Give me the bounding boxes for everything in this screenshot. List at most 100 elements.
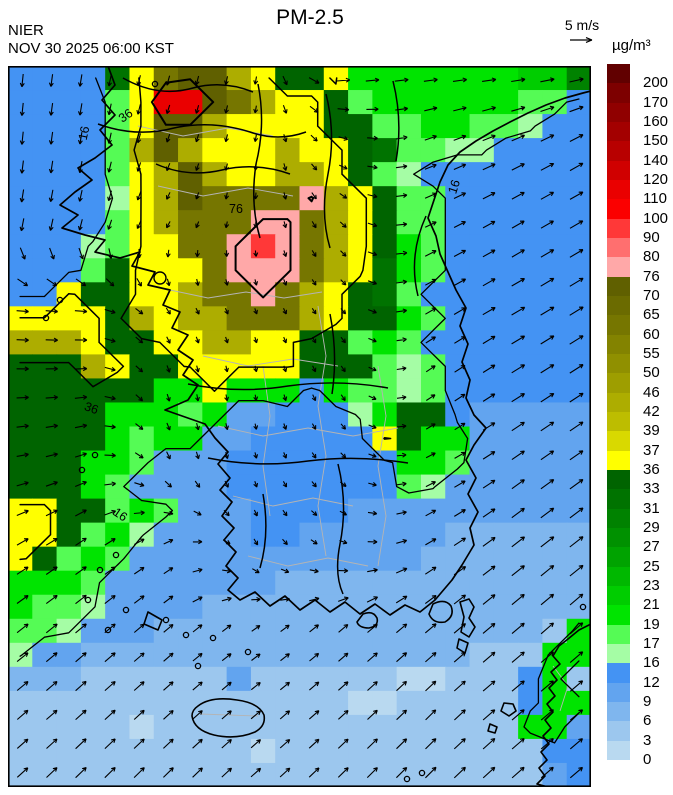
colorbar-block bbox=[607, 721, 630, 742]
pm-cell bbox=[153, 474, 179, 500]
colorbar-label: 25 bbox=[643, 557, 660, 575]
pm-cell bbox=[32, 450, 58, 476]
colorbar-label: 21 bbox=[643, 596, 660, 614]
pm-cell bbox=[275, 162, 301, 187]
admin-boundary bbox=[217, 425, 399, 437]
pm-cell bbox=[129, 90, 155, 115]
pm-cell bbox=[153, 282, 179, 307]
pm-cell bbox=[129, 282, 155, 307]
pm-cell bbox=[80, 522, 106, 548]
pm-cell bbox=[178, 186, 203, 211]
pm-cell bbox=[493, 354, 519, 380]
pm-cell bbox=[420, 762, 446, 788]
pm-cell bbox=[420, 330, 446, 355]
province-boundary bbox=[97, 123, 307, 138]
pm-cell bbox=[275, 522, 301, 548]
small-island bbox=[209, 634, 217, 642]
island-outline bbox=[459, 598, 476, 638]
pm-cell bbox=[153, 570, 179, 596]
pm-cell bbox=[566, 186, 592, 211]
pm-cell bbox=[153, 234, 179, 259]
admin-boundary bbox=[202, 355, 339, 367]
pm-cell bbox=[202, 66, 228, 91]
pm-cell bbox=[202, 306, 228, 331]
pm-cell bbox=[129, 186, 155, 211]
pm-cell bbox=[8, 330, 33, 355]
small-island bbox=[182, 631, 190, 639]
pm-cell bbox=[275, 282, 301, 307]
pm-cell bbox=[178, 426, 203, 452]
contour-label: 36 bbox=[116, 106, 135, 125]
pm-cell bbox=[250, 618, 276, 644]
pm-cell bbox=[348, 378, 373, 404]
pm-cell bbox=[202, 546, 228, 572]
pm-cell bbox=[8, 234, 33, 259]
pm-cell bbox=[250, 594, 276, 620]
colorbar-label: 42 bbox=[643, 403, 660, 420]
pm-cell bbox=[518, 426, 544, 452]
pm-cell bbox=[420, 114, 446, 139]
pm-cell bbox=[542, 66, 568, 91]
pm-cell bbox=[542, 282, 568, 307]
pm-cell bbox=[493, 498, 519, 524]
pm-cell bbox=[469, 186, 495, 211]
pm-cell bbox=[153, 330, 179, 355]
pm-cell bbox=[105, 354, 131, 380]
colorbar-block bbox=[607, 354, 630, 374]
admin-boundary bbox=[157, 185, 294, 197]
colorbar-block bbox=[607, 605, 630, 626]
pm-cell bbox=[129, 594, 155, 620]
pm-cell bbox=[396, 90, 422, 115]
colorbar-label: 17 bbox=[643, 635, 660, 652]
colorbar-label: 160 bbox=[643, 113, 669, 130]
pm-cell bbox=[566, 138, 592, 163]
pm-cell bbox=[202, 738, 228, 764]
pm-cell bbox=[518, 330, 544, 355]
pm-cell bbox=[56, 378, 82, 404]
pm-cell bbox=[129, 114, 155, 139]
pm-cell bbox=[32, 354, 58, 380]
pm-cell bbox=[202, 258, 228, 283]
pm-cell bbox=[299, 354, 325, 380]
pm-cell bbox=[542, 138, 568, 163]
pm-cell bbox=[178, 138, 203, 163]
pm-cell bbox=[80, 642, 106, 668]
pm-cell bbox=[202, 210, 228, 235]
colorbar: 200 170 160 150 140 120 110 100 90 80 76 70 65 60 55 50… bbox=[607, 64, 673, 767]
colorbar-block bbox=[607, 624, 630, 645]
pm-cell bbox=[56, 642, 82, 668]
contour-label: 76 bbox=[229, 202, 243, 216]
pm-cell bbox=[250, 258, 276, 283]
pm-cell bbox=[275, 474, 301, 500]
pm-cell bbox=[420, 258, 446, 283]
pm-cell bbox=[299, 330, 325, 355]
pm-cell bbox=[32, 642, 58, 668]
pm-cell bbox=[396, 66, 422, 91]
pm-cell bbox=[299, 210, 325, 235]
pm-cell bbox=[226, 378, 252, 404]
colorbar-block bbox=[607, 508, 630, 529]
pm-cell bbox=[250, 426, 276, 452]
pm-cell bbox=[105, 378, 131, 404]
pm-cell bbox=[323, 426, 349, 452]
pm-cell bbox=[348, 234, 373, 259]
pm-cell bbox=[105, 498, 131, 524]
pm-cell bbox=[250, 402, 276, 428]
pm-cell bbox=[323, 570, 349, 596]
pm-cell bbox=[56, 474, 82, 500]
pm-cell bbox=[420, 282, 446, 307]
pm-cell bbox=[250, 714, 276, 740]
pm-cell bbox=[323, 642, 349, 668]
island-outline bbox=[428, 600, 453, 624]
pm-cell bbox=[226, 426, 252, 452]
pm-cell bbox=[299, 618, 325, 644]
colorbar-label: 19 bbox=[643, 615, 660, 633]
pm-cell bbox=[105, 546, 131, 572]
pm-cell bbox=[153, 66, 179, 91]
pm-cell bbox=[493, 642, 519, 668]
pm-cell bbox=[348, 330, 373, 355]
pm-cell bbox=[105, 522, 131, 548]
pm-cell bbox=[275, 570, 301, 596]
pm-cell bbox=[420, 426, 446, 452]
pm-cell bbox=[445, 714, 471, 740]
